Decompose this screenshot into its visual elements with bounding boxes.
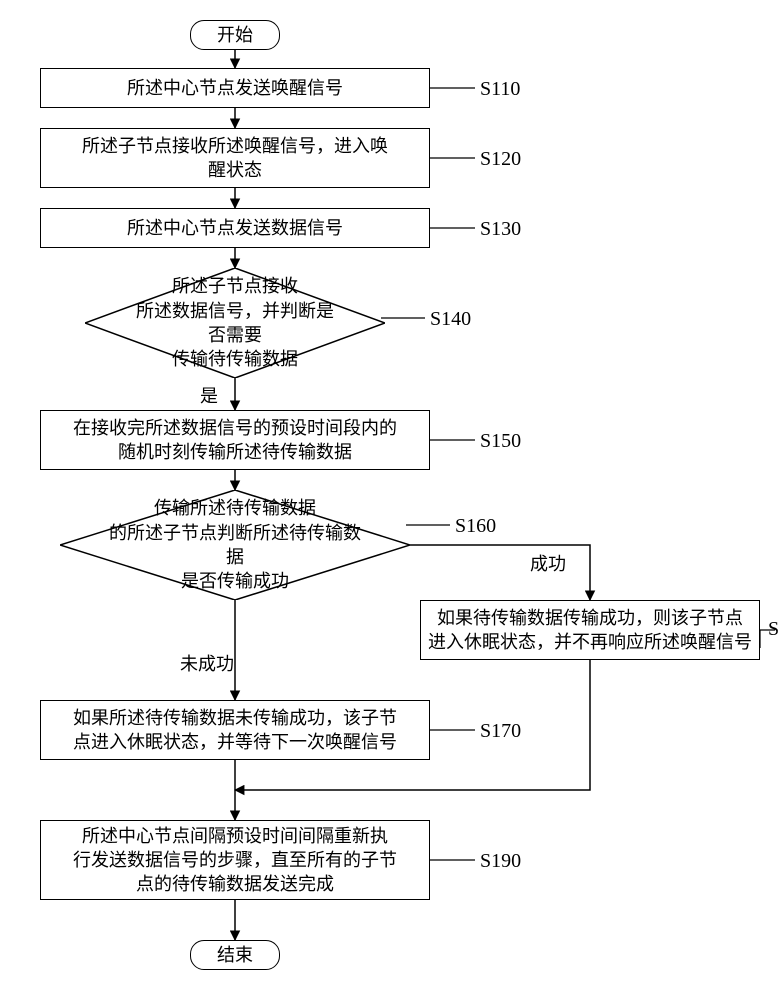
node-s160-text: 传输所述待传输数据 的所述子节点判断所述待传输数据 是否传输成功 [104, 496, 366, 593]
start-node: 开始 [190, 20, 280, 50]
node-s120: 所述子节点接收所述唤醒信号，进入唤 醒状态 [40, 128, 430, 188]
node-s170-text: 如果所述待传输数据未传输成功，该子节 点进入休眠状态，并等待下一次唤醒信号 [73, 706, 397, 755]
node-s150: 在接收完所述数据信号的预设时间段内的 随机时刻传输所述待传输数据 [40, 410, 430, 470]
label-s120: S120 [480, 148, 521, 171]
node-s190: 所述中心节点间隔预设时间间隔重新执 行发送数据信号的步骤，直至所有的子节 点的待… [40, 820, 430, 900]
edge-label-success: 成功 [530, 550, 566, 576]
start-label: 开始 [217, 23, 253, 47]
end-label: 结束 [217, 943, 253, 967]
label-s110: S110 [480, 78, 520, 101]
label-s170: S170 [480, 720, 521, 743]
node-s130-text: 所述中心节点发送数据信号 [127, 216, 343, 240]
edge-label-yes: 是 [200, 382, 218, 408]
node-s180-text: 如果待传输数据传输成功，则该子节点 进入休眠状态，并不再响应所述唤醒信号 [428, 606, 752, 655]
node-s140: 所述子节点接收 所述数据信号，并判断是否需要 传输待传输数据 [85, 268, 385, 378]
node-s190-text: 所述中心节点间隔预设时间间隔重新执 行发送数据信号的步骤，直至所有的子节 点的待… [73, 824, 397, 897]
label-s160: S160 [455, 515, 496, 538]
end-node: 结束 [190, 940, 280, 970]
label-s140: S140 [430, 308, 471, 331]
node-s160: 传输所述待传输数据 的所述子节点判断所述待传输数据 是否传输成功 [60, 490, 410, 600]
node-s170: 如果所述待传输数据未传输成功，该子节 点进入休眠状态，并等待下一次唤醒信号 [40, 700, 430, 760]
node-s120-text: 所述子节点接收所述唤醒信号，进入唤 醒状态 [82, 134, 388, 183]
node-s140-text: 所述子节点接收 所述数据信号，并判断是否需要 传输待传输数据 [129, 274, 341, 371]
node-s110: 所述中心节点发送唤醒信号 [40, 68, 430, 108]
label-s180: S180 [768, 618, 778, 641]
node-s150-text: 在接收完所述数据信号的预设时间段内的 随机时刻传输所述待传输数据 [73, 416, 397, 465]
flowchart-canvas: 开始 所述中心节点发送唤醒信号 所述子节点接收所述唤醒信号，进入唤 醒状态 所述… [20, 20, 758, 980]
node-s180: 如果待传输数据传输成功，则该子节点 进入休眠状态，并不再响应所述唤醒信号 [420, 600, 760, 660]
label-s130: S130 [480, 218, 521, 241]
node-s130: 所述中心节点发送数据信号 [40, 208, 430, 248]
node-s110-text: 所述中心节点发送唤醒信号 [127, 76, 343, 100]
label-s150: S150 [480, 430, 521, 453]
label-s190: S190 [480, 850, 521, 873]
edge-label-fail: 未成功 [180, 650, 234, 676]
